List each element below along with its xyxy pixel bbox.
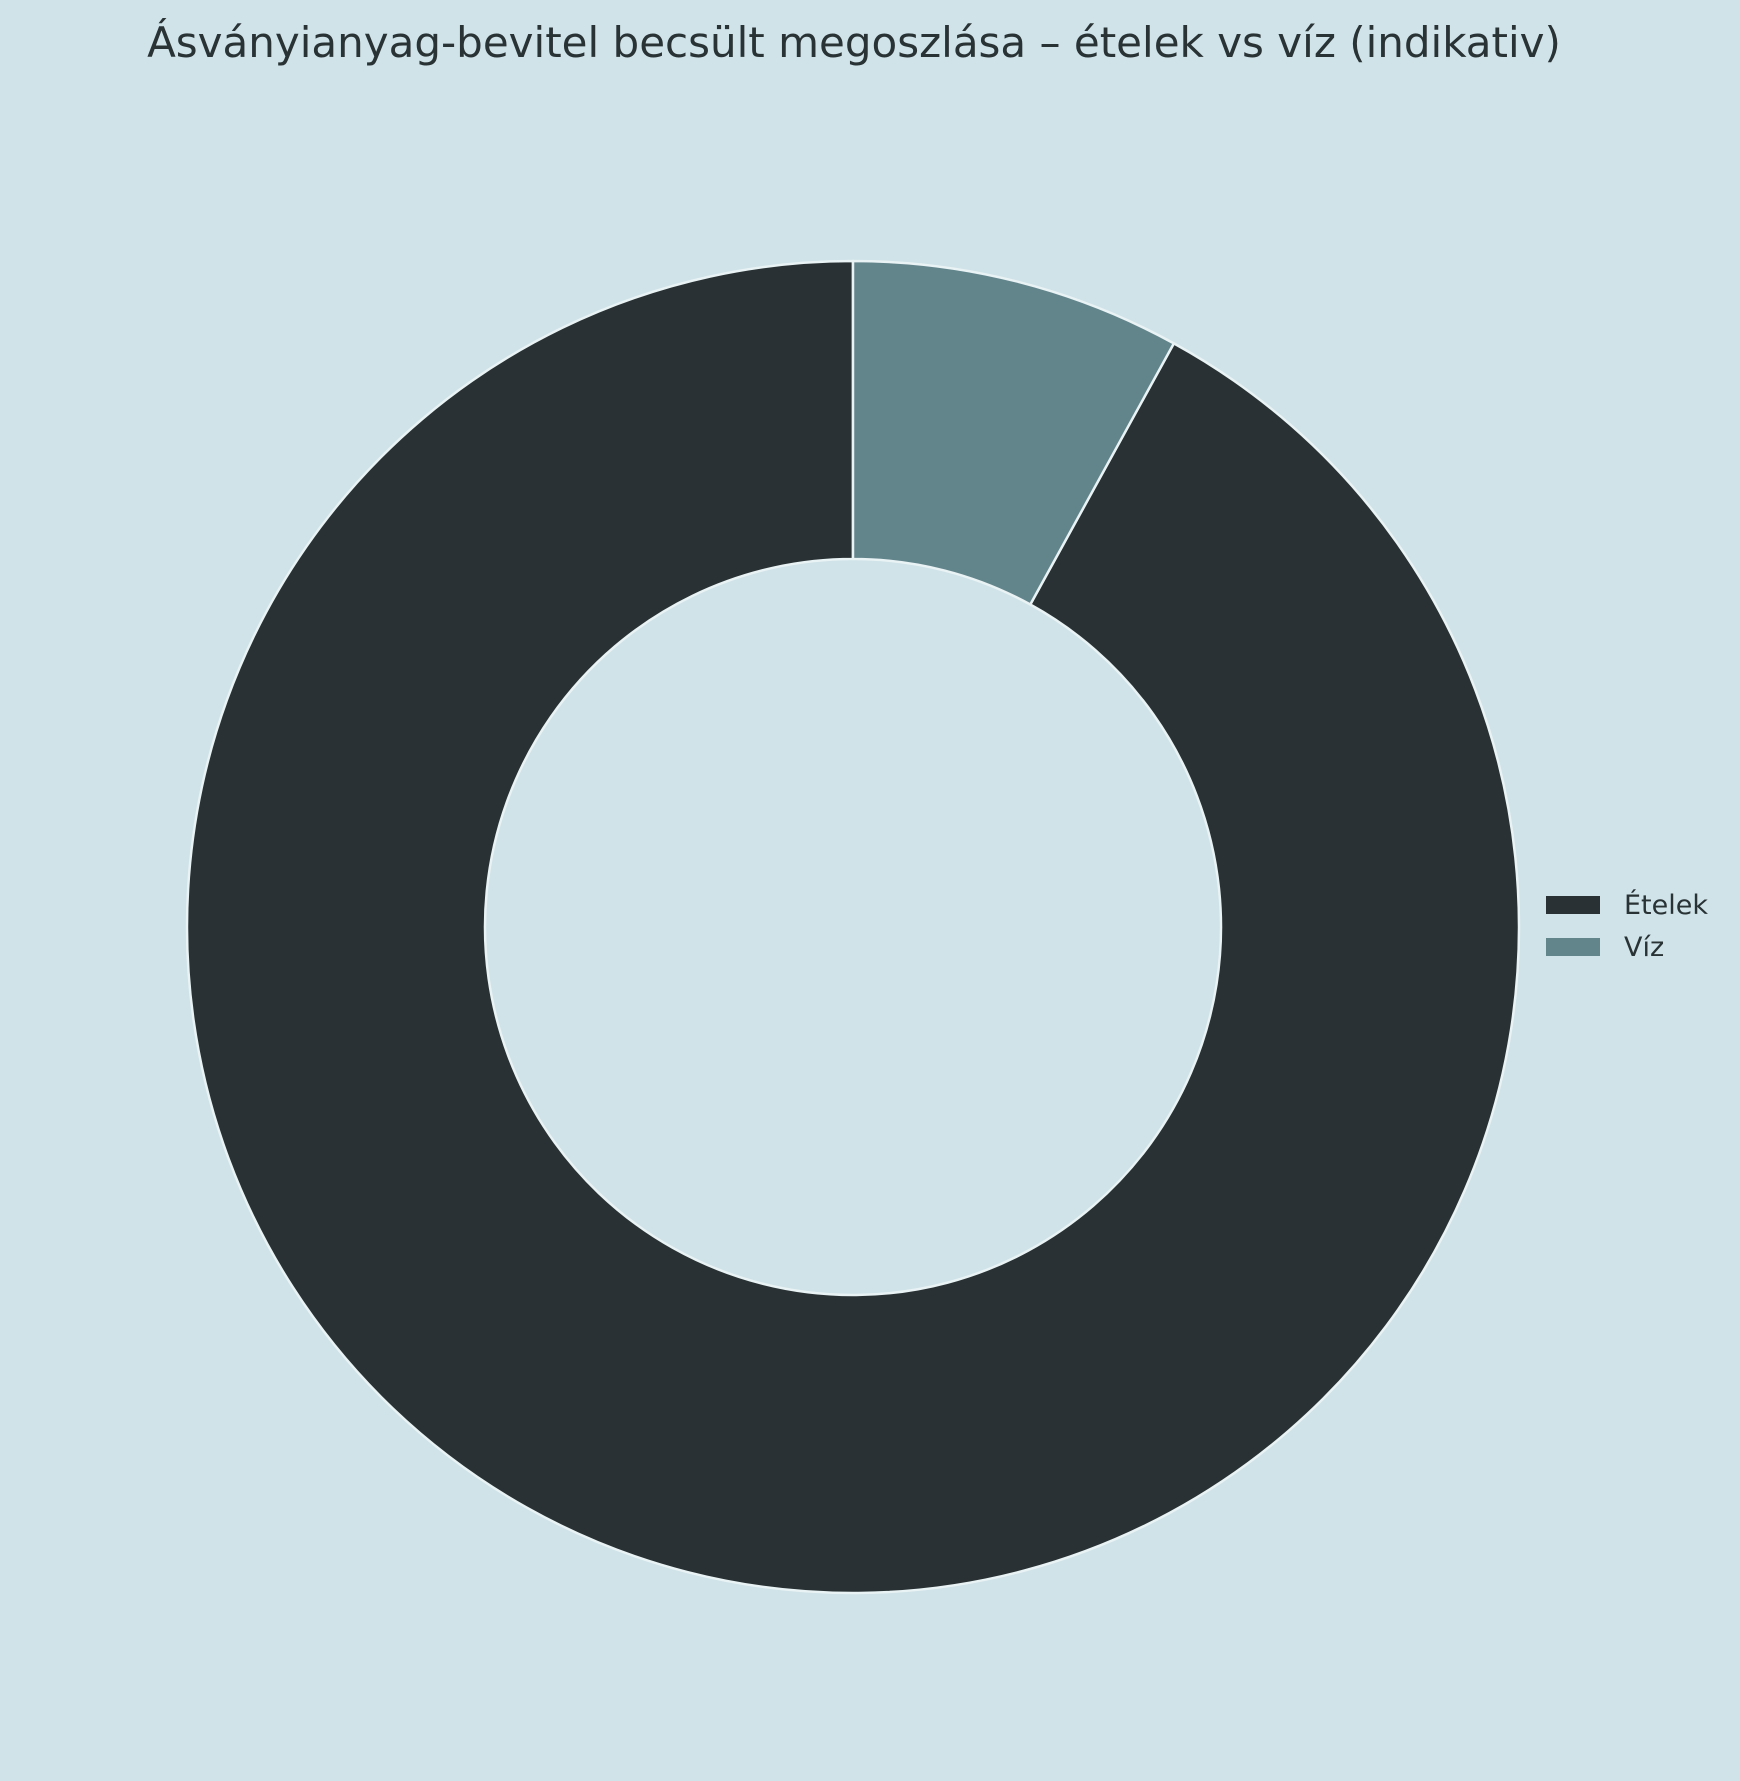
legend-swatch-etelek: [1546, 896, 1600, 914]
legend-swatch-viz: [1546, 938, 1600, 956]
donut-slice-viz: [851, 259, 1176, 606]
legend-label-viz: Víz: [1624, 931, 1665, 963]
legend-label-etelek: Ételek: [1624, 889, 1709, 921]
chart-title: Ásványianyag-bevitel becsült megoszlása …: [147, 18, 1561, 67]
donut-slice-etelek: [185, 259, 1521, 1595]
legend-item-etelek: Ételek: [1546, 884, 1708, 926]
legend-item-viz: Víz: [1546, 926, 1708, 968]
donut-slices: [185, 259, 1521, 1595]
chart-legend: Ételek Víz: [1546, 884, 1708, 968]
